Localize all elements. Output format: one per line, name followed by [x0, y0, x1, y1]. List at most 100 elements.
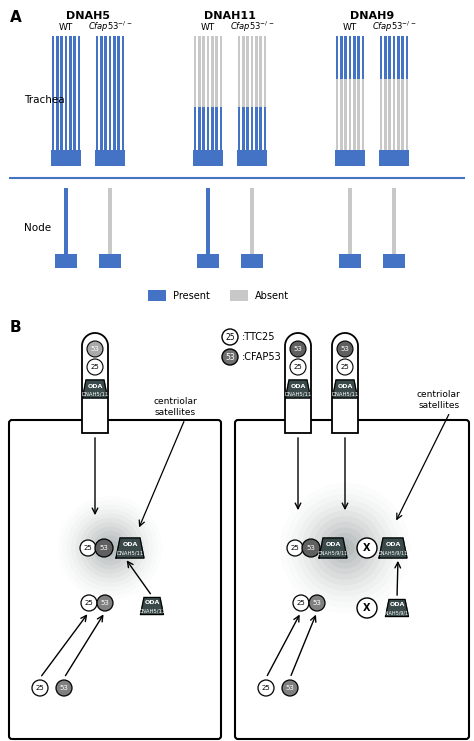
- Bar: [148, 290, 166, 301]
- Text: DNAH11: DNAH11: [204, 11, 256, 21]
- Text: 25: 25: [341, 364, 349, 370]
- Bar: [380, 36, 382, 79]
- Text: 53: 53: [100, 545, 109, 551]
- Circle shape: [302, 539, 320, 557]
- Text: DNAH5: DNAH5: [66, 11, 110, 21]
- Circle shape: [258, 680, 274, 696]
- Circle shape: [222, 329, 238, 345]
- Bar: [264, 107, 266, 150]
- Text: ODA: ODA: [290, 384, 306, 388]
- Bar: [401, 79, 404, 150]
- Bar: [65, 36, 67, 150]
- FancyBboxPatch shape: [235, 420, 469, 739]
- Bar: [380, 79, 382, 150]
- PathPatch shape: [82, 333, 108, 433]
- Polygon shape: [140, 597, 164, 614]
- Text: :CFAP53: :CFAP53: [242, 352, 282, 362]
- Text: $\it{Cfap53^{-/-}}$: $\it{Cfap53^{-/-}}$: [88, 20, 132, 34]
- Bar: [56, 36, 59, 150]
- Text: X: X: [363, 543, 371, 553]
- Text: DNAH5/11: DNAH5/11: [117, 551, 144, 556]
- Bar: [60, 36, 63, 150]
- Bar: [95, 150, 125, 166]
- Text: WT: WT: [343, 22, 357, 32]
- Bar: [251, 36, 253, 107]
- Bar: [349, 79, 351, 150]
- Circle shape: [309, 595, 325, 611]
- Bar: [51, 150, 81, 166]
- Text: ODA: ODA: [385, 542, 401, 547]
- Bar: [96, 36, 98, 150]
- Bar: [255, 107, 257, 150]
- Bar: [118, 36, 120, 150]
- Bar: [78, 36, 80, 150]
- Bar: [241, 254, 263, 268]
- Polygon shape: [319, 538, 347, 558]
- Circle shape: [337, 359, 353, 375]
- Bar: [113, 36, 116, 150]
- Text: $\it{Cfap53^{-/-}}$: $\it{Cfap53^{-/-}}$: [372, 20, 416, 34]
- Bar: [251, 107, 253, 150]
- Bar: [357, 36, 360, 79]
- Bar: [339, 254, 361, 268]
- Bar: [246, 36, 249, 107]
- Text: X: X: [363, 603, 371, 613]
- Bar: [393, 79, 395, 150]
- Text: 25: 25: [291, 545, 300, 551]
- Text: ODA: ODA: [337, 384, 353, 388]
- Bar: [69, 36, 72, 150]
- Bar: [242, 36, 245, 107]
- Bar: [242, 107, 245, 150]
- Bar: [55, 254, 77, 268]
- Bar: [194, 36, 196, 107]
- Bar: [340, 79, 343, 150]
- Text: 53: 53: [293, 346, 302, 352]
- Bar: [388, 79, 391, 150]
- Bar: [392, 188, 396, 254]
- Polygon shape: [379, 538, 407, 558]
- Circle shape: [93, 531, 127, 565]
- Text: WT: WT: [201, 22, 215, 32]
- Circle shape: [32, 680, 48, 696]
- Circle shape: [337, 341, 353, 357]
- Bar: [401, 36, 404, 79]
- Polygon shape: [285, 380, 310, 398]
- Bar: [406, 79, 408, 150]
- Text: DNAH5/11: DNAH5/11: [138, 608, 165, 614]
- Bar: [197, 254, 219, 268]
- Text: ODA: ODA: [325, 542, 341, 547]
- Text: DNAH9: DNAH9: [350, 11, 394, 21]
- Bar: [109, 36, 111, 150]
- PathPatch shape: [285, 333, 311, 433]
- Circle shape: [87, 359, 103, 375]
- Bar: [357, 79, 360, 150]
- Circle shape: [290, 341, 306, 357]
- Bar: [238, 36, 240, 107]
- PathPatch shape: [332, 333, 358, 433]
- Text: 25: 25: [36, 685, 45, 691]
- Bar: [259, 36, 262, 107]
- Text: Node: Node: [24, 223, 51, 233]
- Bar: [64, 188, 68, 254]
- Text: WT: WT: [59, 22, 73, 32]
- Bar: [353, 79, 356, 150]
- Bar: [100, 36, 102, 150]
- Bar: [345, 79, 347, 150]
- Text: centriolar
satellites: centriolar satellites: [416, 391, 460, 410]
- Bar: [238, 107, 240, 150]
- Bar: [335, 150, 365, 166]
- Bar: [362, 36, 364, 79]
- Bar: [349, 36, 351, 79]
- Circle shape: [330, 533, 360, 563]
- Text: 53: 53: [100, 600, 109, 606]
- Text: DNAH5/9/11: DNAH5/9/11: [382, 611, 412, 616]
- Bar: [362, 79, 364, 150]
- Circle shape: [106, 544, 114, 552]
- Circle shape: [357, 598, 377, 618]
- Bar: [215, 36, 218, 107]
- Text: DNAH5/11: DNAH5/11: [82, 391, 109, 396]
- Text: B: B: [10, 320, 22, 335]
- Bar: [230, 290, 248, 301]
- Bar: [336, 36, 338, 79]
- Bar: [52, 36, 54, 150]
